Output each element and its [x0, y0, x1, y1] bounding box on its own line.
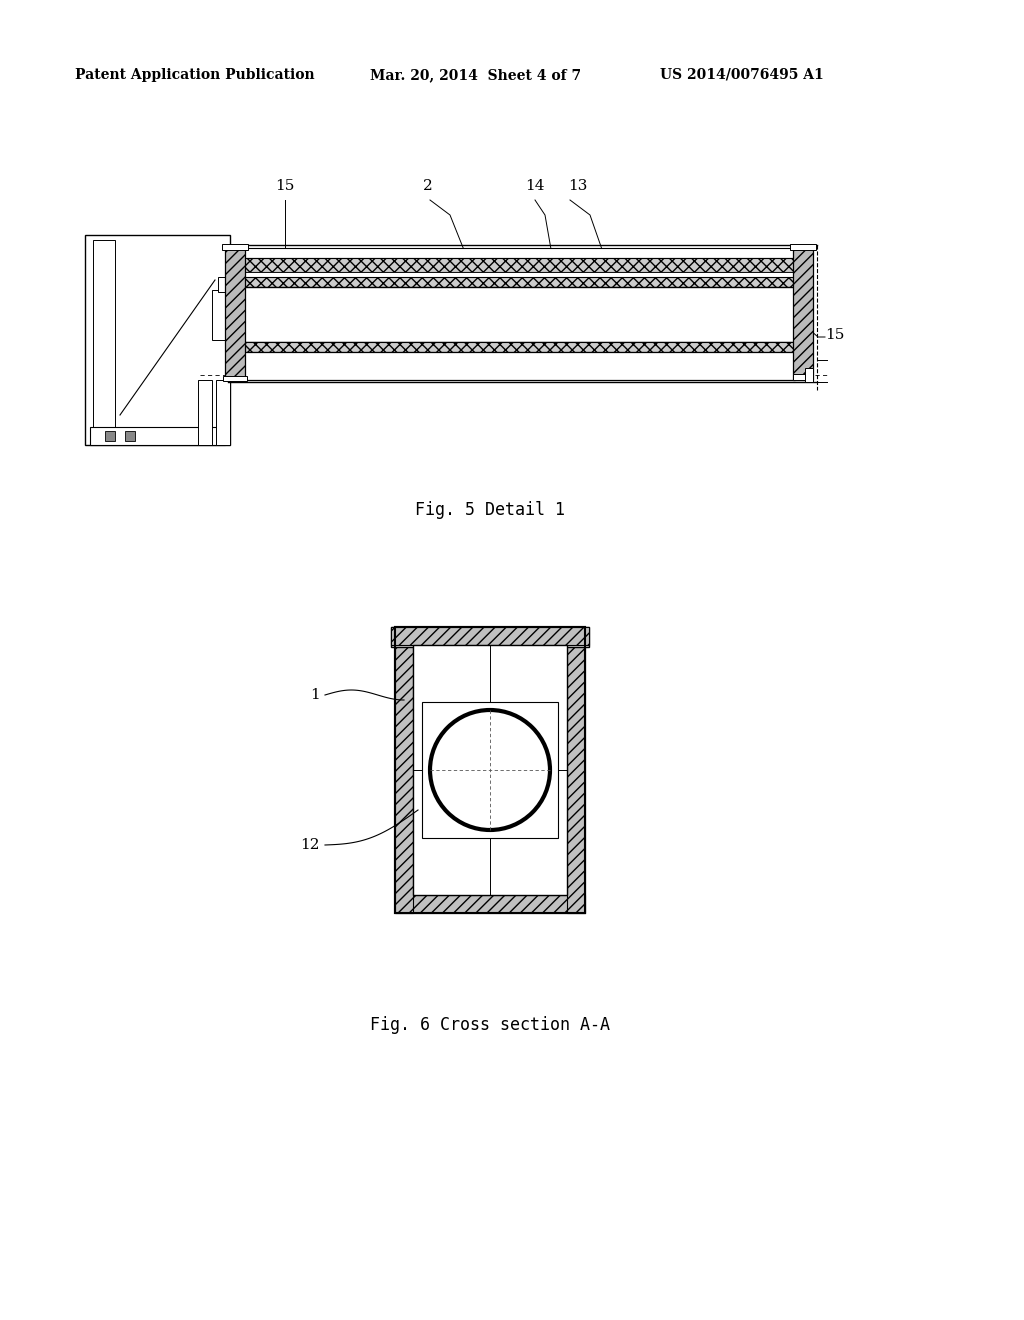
Bar	[90, 426, 225, 445]
Bar	[212, 290, 230, 341]
Bar	[793, 374, 813, 380]
Bar	[395, 627, 585, 645]
Bar	[105, 432, 115, 441]
Bar	[216, 380, 230, 445]
Text: Fig. 5 Detail 1: Fig. 5 Detail 1	[415, 502, 565, 519]
Bar	[395, 895, 585, 913]
Bar	[805, 368, 813, 381]
Bar	[790, 244, 816, 249]
Bar	[413, 645, 567, 895]
Bar	[391, 627, 589, 645]
Bar	[223, 376, 247, 381]
Bar	[228, 342, 795, 352]
Bar	[228, 248, 795, 257]
Bar	[228, 277, 795, 286]
Text: 14: 14	[525, 180, 545, 193]
Bar	[793, 248, 813, 380]
Bar	[125, 432, 135, 441]
Text: 12: 12	[300, 838, 319, 851]
Bar	[228, 272, 795, 277]
Text: 15: 15	[275, 180, 295, 193]
Bar	[395, 627, 413, 913]
Bar	[222, 244, 248, 249]
Bar	[218, 277, 230, 292]
Text: Fig. 6 Cross section A-A: Fig. 6 Cross section A-A	[370, 1016, 610, 1034]
Text: US 2014/0076495 A1: US 2014/0076495 A1	[660, 69, 823, 82]
Bar	[567, 627, 585, 913]
Text: Patent Application Publication: Patent Application Publication	[75, 69, 314, 82]
Bar	[422, 702, 558, 838]
Bar	[391, 627, 589, 647]
Text: 13: 13	[568, 180, 588, 193]
Bar	[228, 257, 795, 272]
Text: 1: 1	[310, 688, 319, 702]
Bar	[395, 627, 585, 913]
Bar	[93, 240, 115, 440]
Bar	[228, 352, 795, 380]
Text: 2: 2	[423, 180, 433, 193]
Text: Mar. 20, 2014  Sheet 4 of 7: Mar. 20, 2014 Sheet 4 of 7	[370, 69, 582, 82]
Bar	[395, 627, 585, 913]
Circle shape	[430, 710, 550, 830]
Bar	[198, 380, 212, 445]
Bar	[228, 286, 795, 342]
Bar	[225, 248, 245, 380]
Text: 15: 15	[825, 327, 845, 342]
Bar	[85, 235, 230, 445]
